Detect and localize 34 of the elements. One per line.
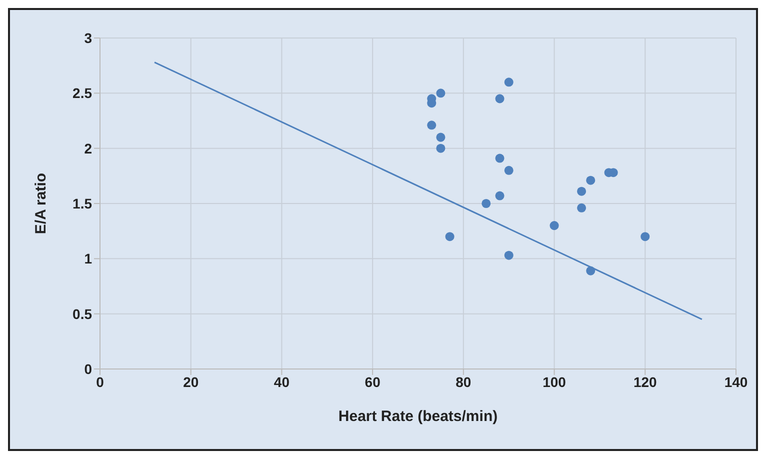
point [495, 94, 504, 104]
point [495, 191, 504, 200]
point [436, 144, 446, 153]
point [640, 232, 650, 242]
x-tick-label: 140 [724, 374, 748, 390]
x-tick-label: 40 [274, 374, 290, 390]
point [586, 176, 596, 185]
x-axis-title: Heart Rate (beats/min) [338, 408, 498, 425]
point [495, 154, 504, 163]
y-tick-label: 1 [84, 250, 92, 267]
point [445, 232, 454, 242]
y-tick-label: 1.5 [72, 195, 92, 212]
y-tick-label: 0.5 [72, 306, 92, 322]
point [577, 186, 586, 196]
y-tick-label: 0 [84, 360, 92, 377]
point [482, 198, 491, 208]
point [436, 132, 446, 142]
y-tick-label: 3 [84, 30, 92, 46]
point [436, 88, 446, 98]
point [550, 221, 559, 230]
y-tick-label: 2 [84, 140, 92, 156]
x-tick-label: 0 [96, 374, 104, 390]
point [504, 166, 514, 175]
y-tick-label: 2.5 [72, 85, 92, 102]
x-tick-label: 120 [633, 374, 658, 390]
x-tick-label: 20 [183, 374, 199, 390]
x-tick-label: 100 [542, 374, 566, 390]
point [577, 203, 586, 212]
x-tick-label: 80 [456, 374, 472, 390]
x-tick-label: 60 [364, 374, 381, 390]
point [427, 120, 436, 130]
y-axis-title: E/A ratio [32, 172, 50, 234]
point [504, 250, 514, 260]
point [504, 78, 514, 87]
